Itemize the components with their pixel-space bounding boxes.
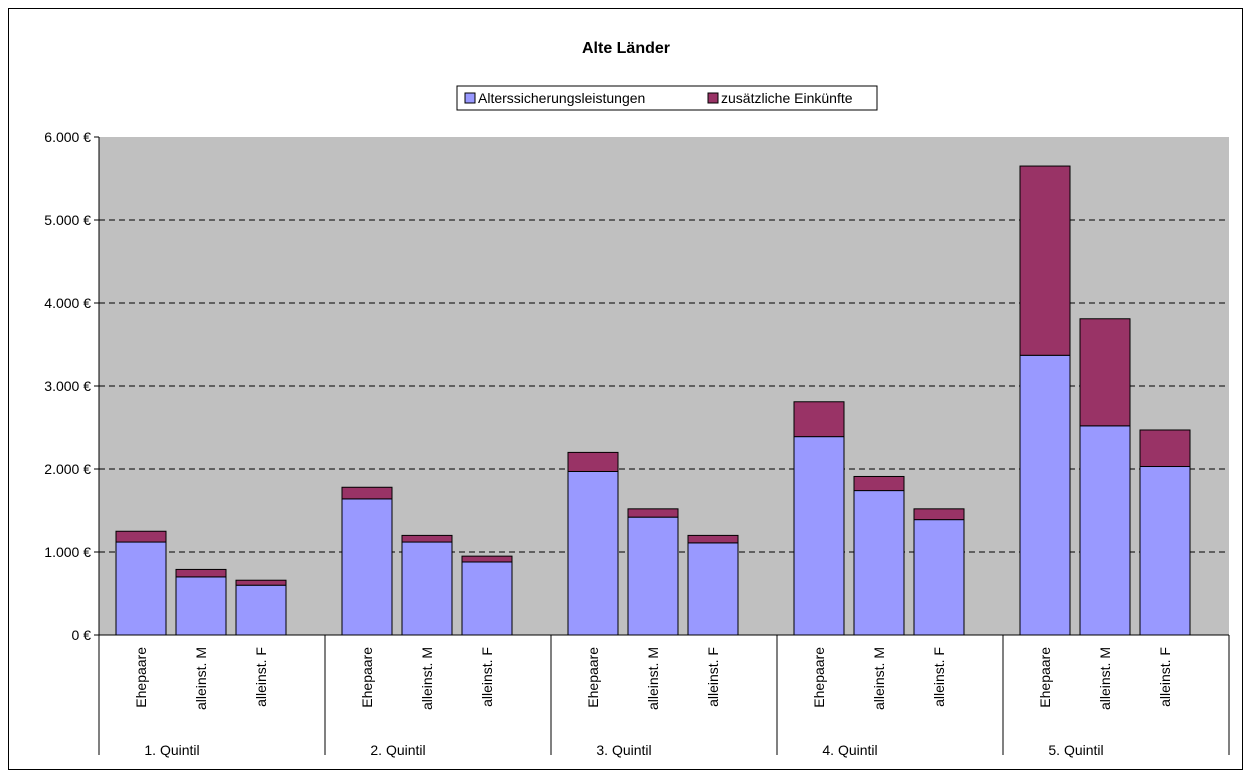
x-group-label: 4. Quintil: [822, 742, 877, 758]
legend-label: zusätzliche Einkünfte: [721, 90, 853, 106]
bar-segment-alterssicherungsleistungen: [567, 470, 619, 636]
bar-segment-zusaetzliche-einkuenfte: [401, 534, 453, 543]
x-group-label: 2. Quintil: [370, 742, 425, 758]
x-tick-label: alleinst. F: [253, 647, 269, 707]
bar-segment-zusaetzliche-einkuenfte: [235, 579, 287, 586]
x-group-label: 3. Quintil: [596, 742, 651, 758]
bar-segment-zusaetzliche-einkuenfte: [461, 555, 513, 563]
bar-segment-alterssicherungsleistungen: [401, 541, 453, 636]
bar-segment-zusaetzliche-einkuenfte: [115, 530, 167, 543]
bar-segment-alterssicherungsleistungen: [687, 542, 739, 636]
y-tick-label: 4.000 €: [44, 295, 91, 311]
x-tick-label: alleinst. M: [645, 647, 661, 710]
bar-segment-alterssicherungsleistungen: [853, 490, 905, 636]
bars: [115, 165, 1191, 636]
legend: Alterssicherungsleistungen zusätzliche Ei…: [456, 85, 878, 111]
x-tick-label: alleinst. M: [871, 647, 887, 710]
x-tick-label: alleinst. F: [479, 647, 495, 707]
chart-frame: Alte Länder Alterssicherungsleistungen zu…: [8, 8, 1243, 770]
bar-segment-alterssicherungsleistungen: [1139, 466, 1191, 636]
bar-segment-alterssicherungsleistungen: [175, 576, 227, 636]
bar-segment-alterssicherungsleistungen: [793, 436, 845, 636]
legend-label: Alterssicherungsleistungen: [478, 90, 645, 106]
x-tick-label: alleinst. M: [419, 647, 435, 710]
legend-swatch: [707, 92, 719, 104]
bar-segment-zusaetzliche-einkuenfte: [1139, 429, 1191, 468]
x-tick-label: alleinst. F: [1157, 647, 1173, 707]
x-tick-label: Ehepaare: [1037, 647, 1053, 708]
x-group-label: 5. Quintil: [1048, 742, 1103, 758]
bar-segment-alterssicherungsleistungen: [913, 519, 965, 636]
bar-segment-alterssicherungsleistungen: [1079, 425, 1131, 636]
bar-segment-alterssicherungsleistungen: [461, 561, 513, 636]
legend-swatch: [464, 92, 476, 104]
y-tick-label: 6.000 €: [44, 129, 91, 145]
y-tick-label: 2.000 €: [44, 461, 91, 477]
bar-segment-zusaetzliche-einkuenfte: [793, 401, 845, 438]
bar-segment-alterssicherungsleistungen: [1019, 354, 1071, 636]
bar-segment-zusaetzliche-einkuenfte: [1019, 165, 1071, 356]
bar-segment-zusaetzliche-einkuenfte: [567, 451, 619, 472]
bar-segment-alterssicherungsleistungen: [235, 584, 287, 636]
y-tick-label: 3.000 €: [44, 378, 91, 394]
y-tick-label: 1.000 €: [44, 544, 91, 560]
bar-segment-zusaetzliche-einkuenfte: [853, 475, 905, 492]
x-tick-label: alleinst. F: [705, 647, 721, 707]
bar-segment-alterssicherungsleistungen: [115, 541, 167, 636]
x-tick-label: alleinst. F: [931, 647, 947, 707]
y-tick-label: 0 €: [72, 627, 92, 643]
bar-segment-zusaetzliche-einkuenfte: [627, 508, 679, 518]
x-tick-label: alleinst. M: [193, 647, 209, 710]
y-tick-label: 5.000 €: [44, 212, 91, 228]
bar-segment-zusaetzliche-einkuenfte: [175, 568, 227, 578]
legend-box: [456, 85, 878, 111]
chart-title: Alte Länder: [582, 40, 670, 57]
x-tick-label: Ehepaare: [585, 647, 601, 708]
x-tick-label: Ehepaare: [133, 647, 149, 708]
axes: 0 € 1.000 € 2.000 € 3.000 € 4.000 € 5.000 € 6.…: [44, 129, 1230, 758]
bar-segment-zusaetzliche-einkuenfte: [1079, 318, 1131, 427]
bar-segment-zusaetzliche-einkuenfte: [687, 534, 739, 544]
x-group-label: 1. Quintil: [144, 742, 199, 758]
x-tick-label: Ehepaare: [811, 647, 827, 708]
x-tick-label: alleinst. M: [1097, 647, 1113, 710]
x-tick-label: Ehepaare: [359, 647, 375, 708]
bar-segment-zusaetzliche-einkuenfte: [341, 486, 393, 500]
bar-segment-alterssicherungsleistungen: [627, 516, 679, 636]
stacked-bar-chart: Alte Länder Alterssicherungsleistungen zu…: [44, 40, 1230, 758]
bar-segment-alterssicherungsleistungen: [341, 498, 393, 636]
bar-segment-zusaetzliche-einkuenfte: [913, 508, 965, 521]
